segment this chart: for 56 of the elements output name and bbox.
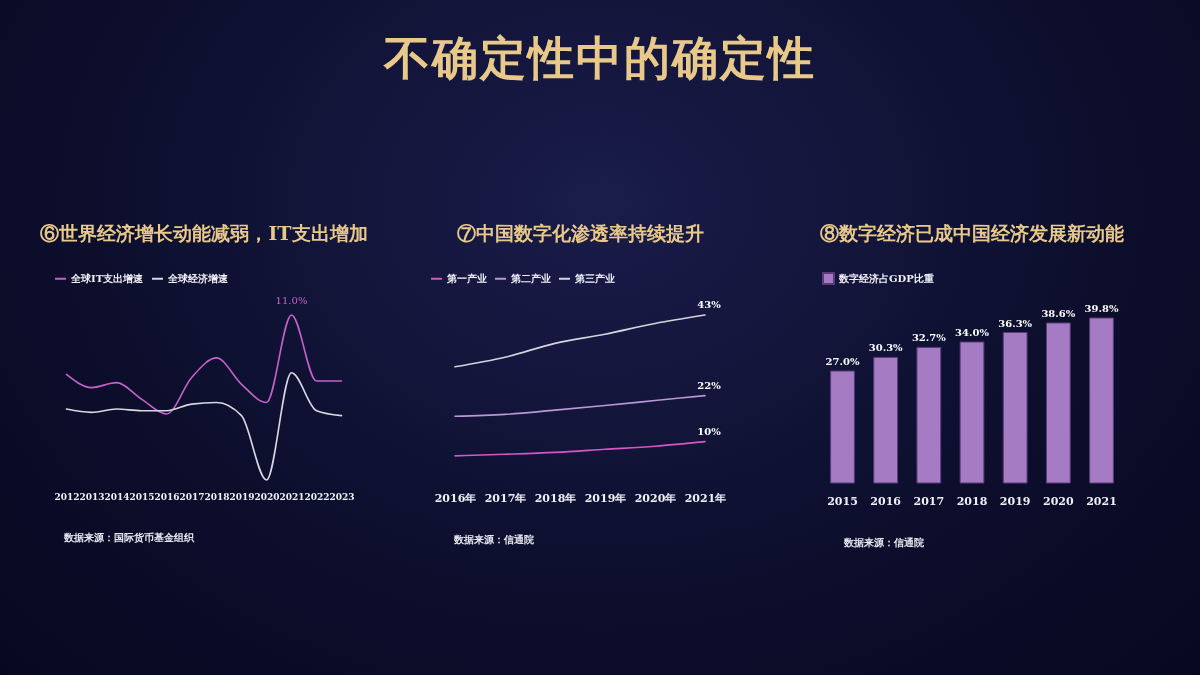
bar	[1089, 317, 1114, 484]
data-label: 43%	[697, 299, 722, 310]
x-tick-label: 2019	[999, 494, 1031, 508]
data-label: 22%	[697, 379, 722, 391]
bar	[873, 356, 899, 484]
data-label: 39.8%	[1084, 303, 1119, 314]
data-label: 30.3%	[868, 342, 904, 354]
data-label: 32.7%	[911, 332, 947, 344]
bar	[959, 341, 985, 484]
annotation: 11.0%	[275, 295, 308, 306]
x-tick-label: 2016年	[434, 491, 477, 505]
legend-label: 数字经济占GDP比重	[838, 272, 934, 284]
legend-label: 第二产业	[510, 272, 551, 284]
bar	[1002, 332, 1028, 484]
data-label: 34.0%	[955, 327, 990, 339]
chart-title: ⑦中国数字化渗透率持续提升	[456, 222, 704, 244]
x-tick-label: 2021	[279, 491, 305, 502]
x-tick-label: 2018年	[534, 491, 577, 505]
text: 不确定性中的确定性	[382, 30, 817, 87]
x-tick-label: 2019年	[584, 491, 627, 505]
legend-label: 第三产业	[574, 272, 615, 284]
x-tick-label: 2017	[179, 491, 205, 502]
bar	[916, 346, 942, 484]
data-label: 36.3%	[998, 317, 1033, 329]
x-tick-label: 2022	[304, 491, 330, 502]
source-note: 数据来源：信通院	[454, 533, 535, 547]
x-tick-label: 2014	[104, 491, 130, 502]
chart-title: ⑧数字经济已成中国经济发展新动能	[820, 222, 1124, 244]
x-tick-label: 2015	[827, 494, 858, 508]
x-tick-label: 2021	[1086, 494, 1117, 508]
bar	[830, 370, 855, 484]
x-tick-label: 2021年	[684, 491, 727, 505]
x-tick-label: 2020年	[634, 491, 677, 505]
x-tick-label: 2020	[254, 491, 280, 502]
legend-label: 第一产业	[446, 272, 487, 284]
chart-title: ⑥世界经济增长动能减弱，IT支出增加	[40, 222, 368, 244]
x-tick-label: 2016	[154, 491, 180, 502]
data-label: 10%	[697, 425, 722, 437]
x-tick-label: 2018	[956, 494, 988, 508]
x-tick-label: 2017	[913, 494, 945, 508]
source-note: 数据来源：信通院	[844, 536, 925, 550]
x-tick-label: 2013	[79, 491, 105, 502]
x-tick-label: 2016	[870, 494, 902, 508]
source-note: 数据来源：国际货币基金组织	[64, 531, 195, 545]
data-label: 27.0%	[825, 356, 860, 368]
legend-label: 全球IT支出增速	[70, 272, 145, 284]
x-tick-label: 2023	[329, 491, 355, 502]
x-tick-label: 2018	[204, 491, 230, 502]
data-label: 38.6%	[1041, 307, 1076, 319]
bar	[1045, 322, 1071, 484]
legend-label: 全球经济增速	[167, 272, 229, 284]
x-tick-label: 2015	[129, 491, 155, 502]
x-tick-label: 2012	[54, 491, 80, 502]
x-tick-label: 2019	[229, 491, 255, 502]
x-tick-label: 2017年	[484, 491, 527, 505]
x-tick-label: 2020	[1043, 494, 1074, 508]
